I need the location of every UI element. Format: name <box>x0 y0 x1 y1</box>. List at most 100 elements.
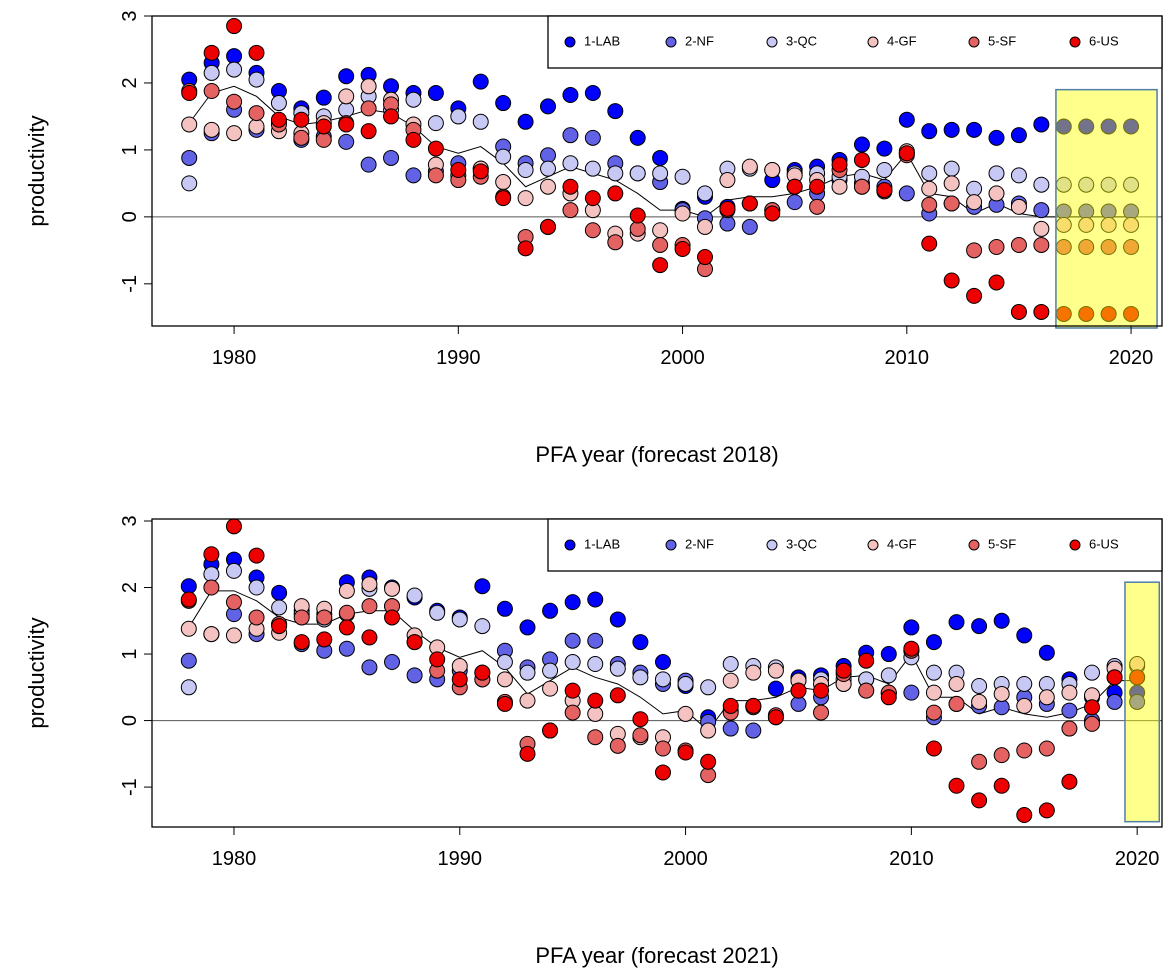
point <box>338 88 355 105</box>
point <box>338 604 355 621</box>
point <box>472 163 489 180</box>
point <box>1106 669 1123 686</box>
point <box>315 89 332 106</box>
point <box>451 658 468 675</box>
legend-label: 3-QC <box>786 33 817 48</box>
y-tick-label: -1 <box>119 275 141 293</box>
y-tick-label: 1 <box>119 144 141 155</box>
point <box>495 148 512 165</box>
x-tick-label: 2020 <box>1115 848 1160 870</box>
point <box>741 158 758 175</box>
y-axis-label: productivity <box>24 115 49 226</box>
point <box>696 218 713 235</box>
point <box>519 664 536 681</box>
y-axis-label: productivity <box>24 617 49 728</box>
point <box>993 699 1010 716</box>
point <box>562 202 579 219</box>
point <box>993 777 1010 794</box>
point <box>562 87 579 104</box>
point <box>1078 238 1095 255</box>
point <box>1010 236 1027 253</box>
point <box>1038 740 1055 757</box>
legend-marker <box>564 539 576 551</box>
point <box>786 178 803 195</box>
point <box>966 242 983 259</box>
point <box>876 140 893 157</box>
point <box>293 111 310 128</box>
point <box>1106 693 1123 710</box>
y-tick-label: 3 <box>119 515 141 526</box>
point <box>338 68 355 85</box>
point <box>472 113 489 130</box>
point <box>1123 238 1140 255</box>
point <box>921 180 938 197</box>
point <box>835 662 852 679</box>
point <box>584 129 601 146</box>
point <box>225 562 242 579</box>
point <box>921 123 938 140</box>
point <box>1061 684 1078 701</box>
point <box>406 634 423 651</box>
point <box>429 604 446 621</box>
point <box>898 145 915 162</box>
point <box>988 185 1005 202</box>
point <box>898 185 915 202</box>
legend-label: 3-QC <box>786 536 817 551</box>
legend-marker <box>665 36 677 48</box>
point <box>181 84 198 101</box>
point <box>831 178 848 195</box>
point <box>988 129 1005 146</box>
point <box>722 697 739 714</box>
point <box>338 619 355 636</box>
x-tick-label: 2020 <box>1109 347 1154 369</box>
legend-label: 1-LAB <box>584 33 620 48</box>
point <box>338 133 355 150</box>
point <box>225 518 242 535</box>
legend-label: 4-GF <box>887 536 917 551</box>
point <box>496 600 513 617</box>
point <box>203 121 220 138</box>
point <box>880 667 897 684</box>
point <box>858 652 875 669</box>
point <box>966 121 983 138</box>
point <box>338 101 355 118</box>
point <box>226 18 243 35</box>
point <box>315 131 332 148</box>
point <box>813 704 830 721</box>
point <box>745 664 762 681</box>
point <box>853 136 870 153</box>
point <box>629 207 646 224</box>
point <box>542 722 559 739</box>
x-tick-label: 2010 <box>889 848 934 870</box>
point <box>519 745 536 762</box>
point <box>427 140 444 157</box>
x-axis-label: PFA year (forecast 2021) <box>535 943 778 968</box>
point <box>607 234 624 251</box>
point <box>719 215 736 232</box>
point <box>248 118 265 135</box>
point <box>203 626 220 643</box>
point <box>542 602 559 619</box>
point <box>1100 216 1117 233</box>
point <box>562 127 579 144</box>
point <box>988 274 1005 291</box>
point <box>293 634 310 651</box>
point <box>1016 675 1033 692</box>
point <box>880 646 897 663</box>
point <box>966 194 983 211</box>
point <box>405 91 422 108</box>
point <box>427 115 444 132</box>
point <box>898 111 915 128</box>
point <box>1010 303 1027 320</box>
point <box>652 257 669 274</box>
point <box>1016 627 1033 644</box>
point <box>474 578 491 595</box>
point <box>181 116 198 133</box>
point <box>809 178 826 195</box>
point <box>496 671 513 688</box>
point <box>360 123 377 140</box>
point <box>903 640 920 657</box>
point <box>338 640 355 657</box>
panel: 1980 1990 2000 2010 2020 -1 0 1 2 3 PFA year (fore… <box>24 515 1163 968</box>
point <box>517 190 534 207</box>
